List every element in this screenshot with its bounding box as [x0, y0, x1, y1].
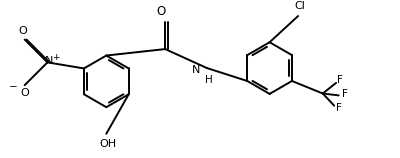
Text: N: N — [192, 65, 200, 75]
Text: F: F — [336, 103, 342, 113]
Text: F: F — [337, 75, 343, 85]
Text: +: + — [52, 53, 60, 62]
Text: N: N — [44, 56, 53, 66]
Text: O: O — [156, 5, 165, 18]
Text: H: H — [205, 75, 213, 85]
Text: Cl: Cl — [294, 1, 306, 12]
Text: F: F — [342, 89, 348, 99]
Text: O: O — [20, 88, 29, 98]
Text: O: O — [18, 26, 27, 36]
Text: OH: OH — [100, 140, 117, 149]
Text: −: − — [9, 82, 18, 92]
